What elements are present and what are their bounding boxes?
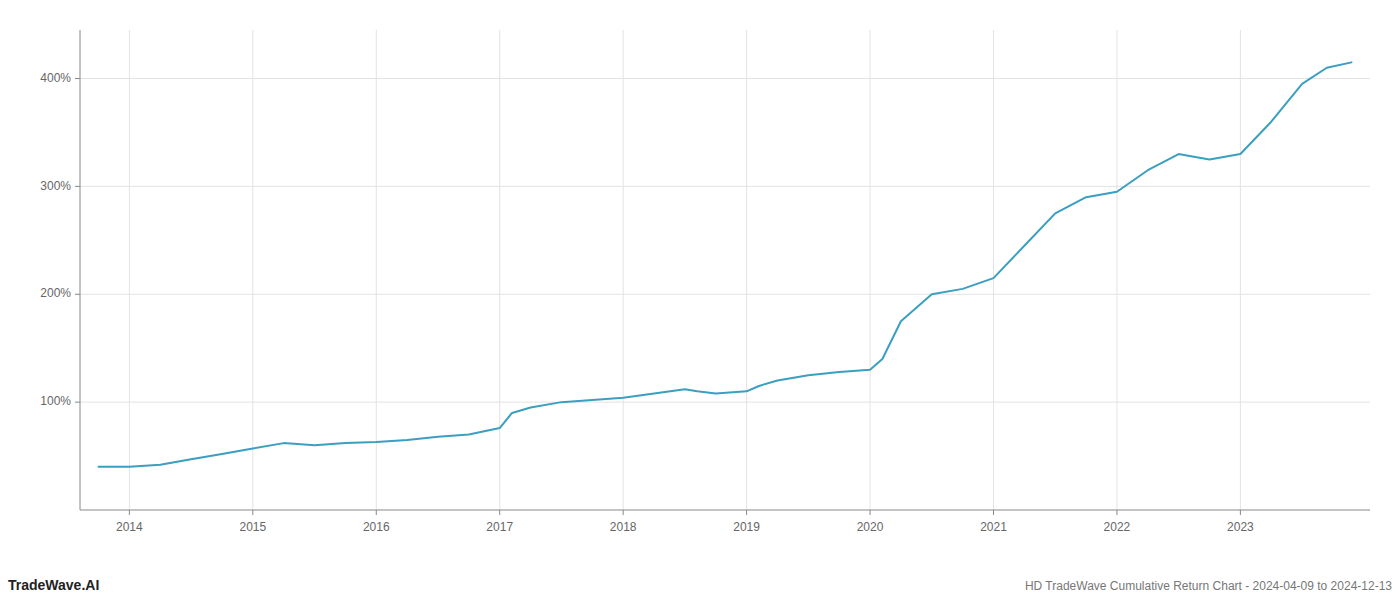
watermark: TradeWave.AI xyxy=(8,577,99,593)
chart-title: HD TradeWave Cumulative Return Chart - 2… xyxy=(1025,579,1392,593)
y-tick-mark xyxy=(75,186,80,187)
x-tick-label: 2023 xyxy=(1227,520,1254,534)
x-tick-mark xyxy=(499,510,500,515)
y-grid-line xyxy=(80,186,1370,187)
chart-container: 100% 200% 300% 400% 2014 2015 2016 2017 2018 2019… xyxy=(0,0,1400,600)
x-tick-label: 2014 xyxy=(116,520,143,534)
return-line xyxy=(99,62,1352,466)
x-tick-label: 2019 xyxy=(733,520,760,534)
x-tick-mark xyxy=(376,510,377,515)
x-grid-line xyxy=(129,30,130,510)
y-tick-mark xyxy=(75,294,80,295)
axes: 100% 200% 300% 400% 2014 2015 2016 2017 2018 2019… xyxy=(40,30,1370,534)
x-tick-mark xyxy=(870,510,871,515)
x-axis-line xyxy=(80,510,1370,511)
x-grid-line xyxy=(870,30,871,510)
x-tick-label: 2021 xyxy=(980,520,1007,534)
x-grid-line xyxy=(376,30,377,510)
grid xyxy=(80,30,1370,510)
x-grid-line xyxy=(1240,30,1241,510)
x-tick-label: 2022 xyxy=(1104,520,1131,534)
x-grid-line xyxy=(252,30,253,510)
y-tick-mark xyxy=(75,402,80,403)
y-axis-line xyxy=(80,30,81,510)
x-tick-mark xyxy=(623,510,624,515)
x-tick-label: 2020 xyxy=(857,520,884,534)
y-tick-label: 100% xyxy=(40,394,71,408)
x-tick-mark xyxy=(252,510,253,515)
x-tick-mark xyxy=(129,510,130,515)
x-grid-line xyxy=(993,30,994,510)
x-grid-line xyxy=(623,30,624,510)
x-tick-label: 2018 xyxy=(610,520,637,534)
y-grid-line xyxy=(80,78,1370,79)
x-tick-label: 2017 xyxy=(486,520,513,534)
chart-svg: 100% 200% 300% 400% 2014 2015 2016 2017 2018 2019… xyxy=(0,0,1400,600)
x-tick-mark xyxy=(1240,510,1241,515)
x-grid-line xyxy=(1116,30,1117,510)
y-tick-label: 400% xyxy=(40,71,71,85)
x-tick-label: 2015 xyxy=(239,520,266,534)
y-tick-mark xyxy=(75,78,80,79)
y-grid-line xyxy=(80,402,1370,403)
x-tick-mark xyxy=(746,510,747,515)
x-tick-mark xyxy=(993,510,994,515)
x-tick-label: 2016 xyxy=(363,520,390,534)
y-tick-label: 200% xyxy=(40,286,71,300)
y-grid-line xyxy=(80,294,1370,295)
x-grid-line xyxy=(746,30,747,510)
x-grid-line xyxy=(499,30,500,510)
series-group xyxy=(99,62,1352,466)
y-tick-label: 300% xyxy=(40,179,71,193)
x-tick-mark xyxy=(1116,510,1117,515)
